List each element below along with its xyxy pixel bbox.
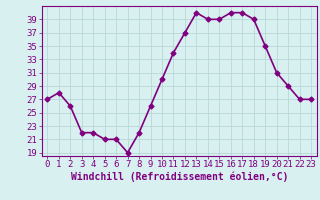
X-axis label: Windchill (Refroidissement éolien,°C): Windchill (Refroidissement éolien,°C)	[70, 172, 288, 182]
